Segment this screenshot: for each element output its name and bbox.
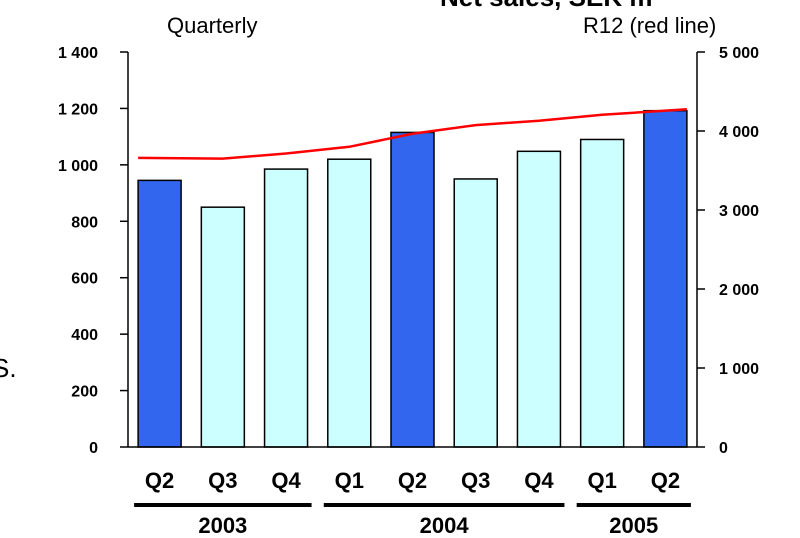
bar-series [137,109,688,448]
left-tick-label: 1 000 [58,158,98,175]
left-axis-ticks: 0 200 400 600 800 1 000 1 200 1 400 [58,45,128,457]
right-tick-label: 3 000 [719,203,759,220]
category-label: Q1 [335,468,364,493]
category-label: Q2 [398,468,427,493]
category-label: Q2 [145,468,174,493]
year-underline [576,503,691,507]
chart-title-fragment: Net sales, SEK m [440,0,652,12]
bar [137,179,182,448]
bar [453,178,498,448]
right-tick-label: 5 000 [719,45,759,62]
bar [200,206,246,448]
year-label: 2003 [198,513,247,538]
left-axis-label: Quarterly [167,13,257,38]
left-tick-label: 600 [71,271,98,288]
left-tick-label: 1 400 [58,45,98,62]
left-tick-label: 0 [89,440,98,457]
left-tick-label: 1 200 [58,101,98,118]
year-underline [134,503,312,507]
r12-line [138,108,687,160]
r12-line-layer [138,108,687,160]
year-label: 2005 [609,513,658,538]
right-axis-label: R12 (red line) [583,13,716,38]
year-underline [323,503,565,507]
year-labels: 2003 2004 2005 [134,503,691,538]
category-labels: Q2 Q3 Q4 Q1 Q2 Q3 Q4 Q1 Q2 [145,468,680,493]
left-tick-label: 200 [71,384,98,401]
bar [643,109,688,448]
right-axis-ticks: 0 1 000 2 000 3 000 4 000 5 000 [697,45,759,457]
category-label: Q4 [271,468,301,493]
right-tick-label: 4 000 [719,124,759,141]
bar [579,138,625,448]
category-label: Q3 [461,468,490,493]
bar [327,158,372,448]
left-tick-label: 800 [71,214,98,231]
chart-axes [127,52,698,448]
bar [390,131,435,448]
bar [263,168,309,448]
right-tick-label: 2 000 [719,282,759,299]
left-tick-label: 400 [71,327,98,344]
right-tick-label: 0 [719,440,728,457]
right-tick-label: 1 000 [719,361,759,378]
year-label: 2004 [420,513,470,538]
category-label: Q2 [651,468,680,493]
bar [516,150,562,448]
category-label: Q1 [587,468,616,493]
side-text-fragment: S. [0,353,17,383]
category-label: Q3 [208,468,237,493]
category-label: Q4 [524,468,554,493]
